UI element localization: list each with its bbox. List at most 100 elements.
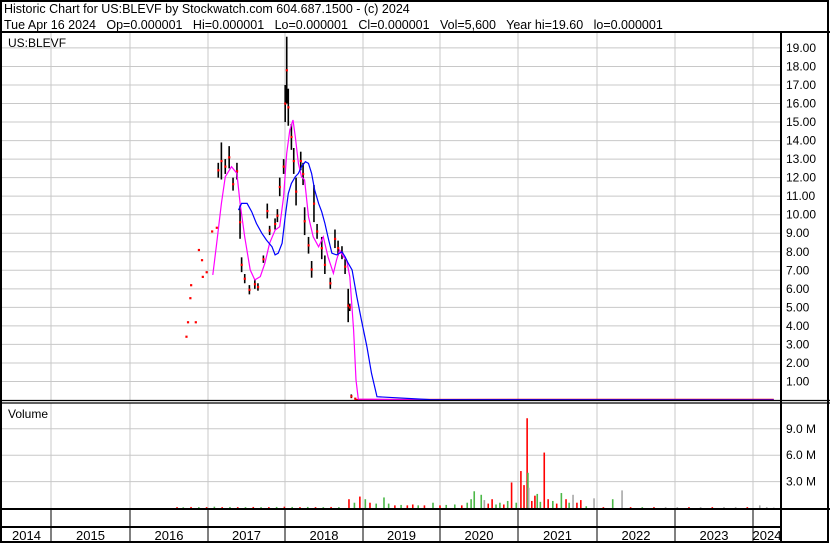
volume-bar (621, 490, 623, 508)
volume-bar (723, 507, 725, 508)
volume-bar (506, 500, 509, 508)
year-label: 2023 (700, 528, 729, 543)
volume-bar (291, 506, 293, 508)
volume-bar (568, 502, 570, 508)
volume-bar (460, 505, 463, 508)
volume-bar (359, 496, 361, 508)
volume-bar (283, 506, 286, 508)
year-label: 2015 (76, 528, 105, 543)
price-tick-label: 19.00 (786, 41, 816, 55)
volume-bar (572, 494, 574, 508)
volume-bar (585, 506, 588, 508)
close-marker (224, 165, 227, 168)
close-marker (320, 247, 323, 250)
close-marker (220, 159, 223, 163)
volume-bar (406, 505, 409, 508)
close-marker (253, 283, 257, 286)
volume-bar (330, 506, 332, 508)
close-marker (197, 248, 201, 252)
close-marker (333, 237, 337, 240)
volume-bar (364, 499, 367, 508)
volume-tick-label: 6.0 M (786, 448, 816, 462)
volume-bar (432, 502, 434, 508)
volume-bar (213, 506, 216, 508)
volume-panel: 3.0 M 6.0 M 9.0 M (2, 403, 816, 509)
volume-bar (306, 506, 309, 508)
price-tick-label: 17.00 (786, 78, 816, 92)
close-marker (295, 190, 298, 193)
volume-bar (470, 499, 472, 508)
year-label: 2019 (387, 528, 416, 543)
price-tick-label: 12.00 (786, 171, 816, 185)
volume-bar (502, 504, 505, 508)
price-tick-label: 6.00 (786, 282, 810, 296)
volume-bar (565, 499, 567, 508)
volume-bar (653, 507, 655, 508)
close-marker (344, 265, 347, 268)
close-marker (303, 220, 306, 223)
close-marker (323, 263, 327, 266)
price-tick-label: 15.00 (786, 115, 816, 129)
close-marker (205, 271, 208, 274)
close-marker (268, 229, 271, 232)
volume-bar (445, 504, 448, 508)
close-marker (190, 284, 193, 287)
price-tick-label: 7.00 (786, 263, 810, 277)
volume-bar (268, 507, 270, 508)
price-tick-label: 11.00 (786, 189, 815, 203)
price-tick-label: 8.00 (786, 245, 810, 259)
volume-bar (314, 507, 317, 508)
volume-bar (580, 500, 582, 508)
price-tick-label: 16.00 (786, 97, 816, 111)
close-marker (290, 135, 293, 139)
close-marker (292, 159, 295, 163)
volume-bar (176, 507, 178, 508)
volume-bar (543, 452, 546, 508)
volume-bar (602, 507, 605, 508)
volume-bar (348, 499, 350, 508)
close-marker (285, 69, 288, 72)
year-label: 2021 (543, 528, 572, 543)
close-marker (201, 275, 204, 278)
volume-bar (593, 498, 595, 508)
close-marker (312, 202, 316, 205)
close-marker (307, 244, 310, 247)
volume-bar (375, 503, 378, 508)
price-tick-label: 10.00 (786, 208, 816, 222)
volume-bar (547, 499, 549, 508)
volume-bar (641, 507, 644, 508)
volume-bar (387, 503, 390, 508)
close-marker (232, 183, 235, 186)
volume-bar (495, 504, 497, 508)
volume-bar (423, 505, 426, 508)
volume-bar (275, 506, 278, 508)
volume-bar (772, 507, 775, 509)
volume-bar (205, 507, 208, 508)
year-label: 2017 (232, 528, 261, 543)
volume-panel-label: Volume (8, 407, 48, 421)
volume-bar (629, 507, 632, 508)
volume-bar (400, 504, 402, 508)
volume-bar (611, 499, 614, 508)
close-marker (211, 230, 214, 233)
volume-bar (555, 503, 558, 508)
close-marker (337, 247, 340, 250)
close-marker (240, 263, 243, 266)
volume-bar (466, 502, 469, 508)
volume-bar (483, 500, 486, 508)
volume-bar (322, 507, 325, 508)
volume-bar (523, 485, 525, 508)
volume-bar (560, 493, 563, 508)
close-marker (278, 185, 281, 189)
volume-bar (536, 493, 539, 508)
long-moving-average-line (237, 160, 774, 401)
volume-bar (699, 507, 702, 508)
volume-bar (576, 502, 578, 508)
volume-bar (688, 507, 690, 508)
close-marker (284, 102, 287, 105)
volume-bar (552, 500, 554, 508)
price-tick-label: 5.00 (786, 300, 810, 314)
